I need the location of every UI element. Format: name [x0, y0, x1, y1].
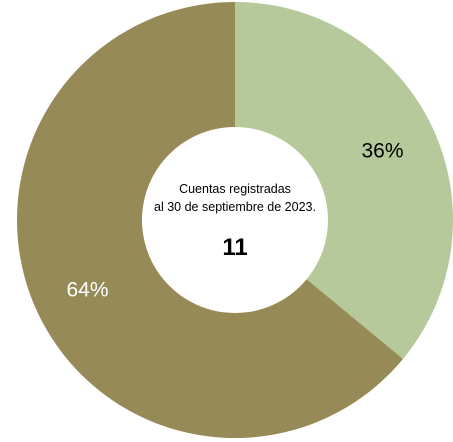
donut-slices: [16, 2, 453, 438]
center-caption-line1: Cuentas registradas: [179, 182, 291, 196]
donut-slice-1: [16, 2, 403, 438]
slice-label-1: 64%: [66, 278, 108, 301]
slice-label-0: 36%: [361, 140, 403, 163]
donut-slice-0: [235, 2, 453, 359]
center-caption-line2: al 30 de septiembre de 2023.: [154, 200, 316, 214]
center-value: 11: [222, 234, 247, 261]
slice-labels: 36% 64%: [66, 140, 403, 302]
